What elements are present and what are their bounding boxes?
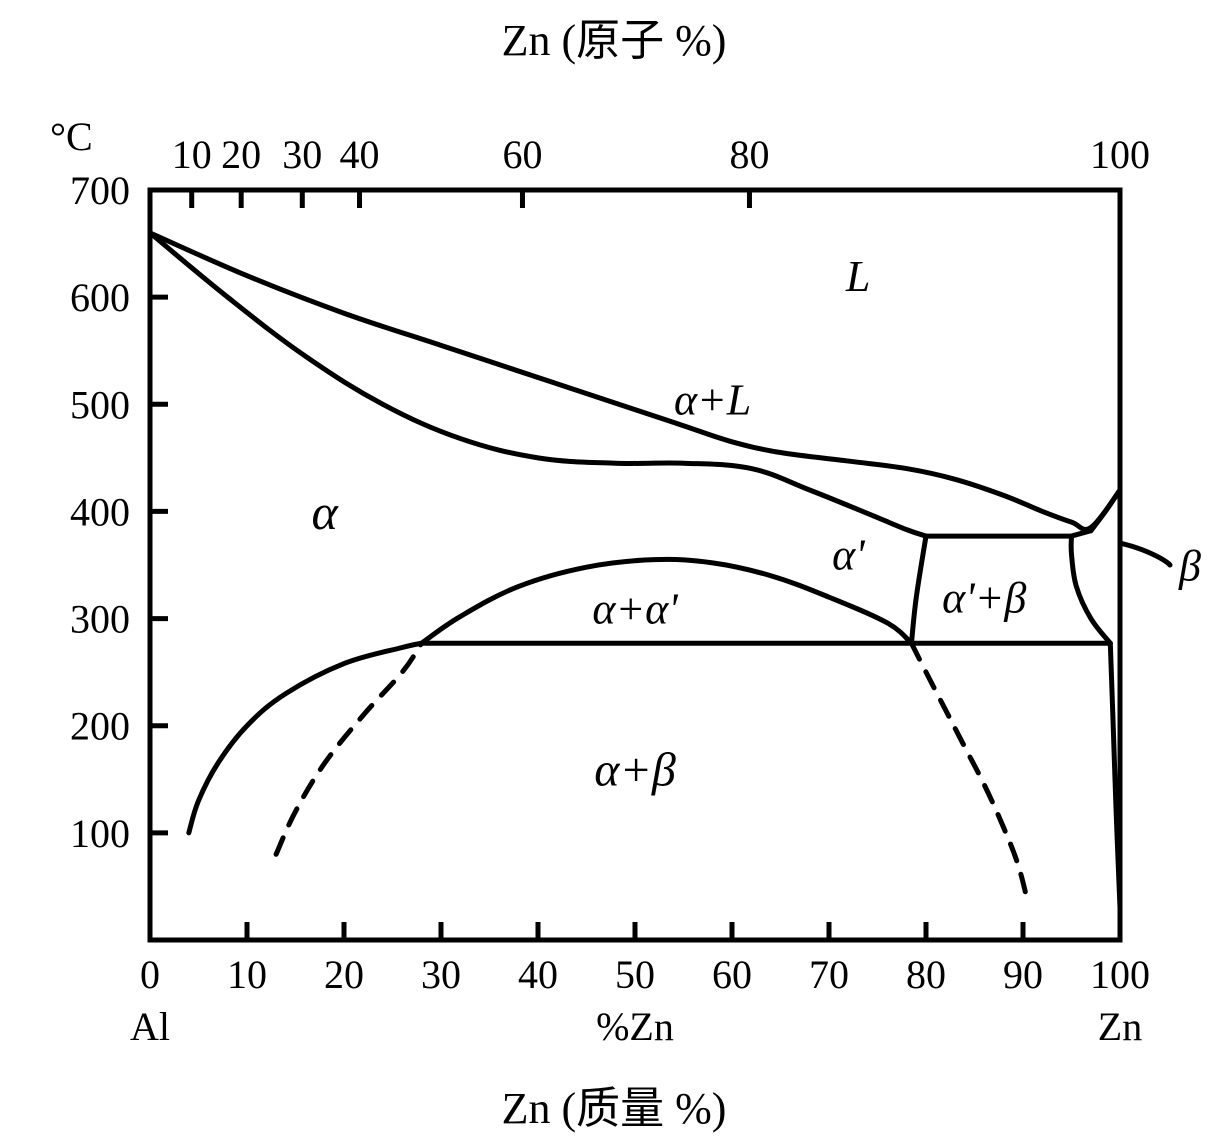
y-unit-label: °C [50,114,93,159]
x-bottom-tick-label: 90 [1003,952,1043,997]
x-bottom-tick-label: 50 [615,952,655,997]
plot-frame [150,190,1120,940]
y-tick-label: 100 [70,811,130,856]
x-top-tick-label: 40 [340,132,380,177]
liquidus [150,233,1120,530]
x-bottom-tick-label: 80 [906,952,946,997]
phase-label-2: α [311,484,339,540]
phase-label-1: α+L [674,375,751,424]
phase-diagram-svg: 100200300400500600700°C01020304050607080… [0,0,1228,1148]
solidus [150,233,926,536]
y-tick-label: 700 [70,168,130,213]
x-bottom-tick-label: 30 [421,952,461,997]
x-bottom-tick-label: 60 [712,952,752,997]
x-bottom-tick-label: 10 [227,952,267,997]
y-tick-label: 200 [70,704,130,749]
phase-diagram-container: 100200300400500600700°C01020304050607080… [0,0,1228,1148]
alpha-solvus [189,643,422,833]
x-top-tick-label: 30 [282,132,322,177]
beta-leader-line [1122,544,1170,565]
phase-label-6: α+β [594,743,676,796]
zn-liquidus-right [1091,490,1120,531]
eutectic-line [926,531,1091,536]
metastable-dashed-right [911,643,1027,902]
x-top-tick-label: 80 [729,132,769,177]
x-bottom-tick-label: 20 [324,952,364,997]
phase-label-0: L [845,252,870,301]
top-title: Zn (原子 %) [502,16,727,65]
beta-solvus-left [1071,536,1110,643]
x-bottom-tick-label: 0 [140,952,160,997]
x-top-tick-label: 20 [221,132,261,177]
x-top-tick-label: 100 [1090,132,1150,177]
bottom-center-label: %Zn [596,1004,674,1049]
metastable-dashed-left [276,643,422,854]
phase-label-3: α' [832,531,866,580]
x-bottom-tick-label: 100 [1090,952,1150,997]
phase-label-5: α'+β [942,574,1026,623]
phase-label-7: β [1178,541,1201,590]
y-tick-label: 600 [70,275,130,320]
x-top-tick-label: 10 [172,132,212,177]
y-tick-label: 500 [70,382,130,427]
bottom-title: Zn (质量 %) [502,1084,727,1133]
bottom-left-label: Al [130,1004,170,1049]
bottom-right-label: Zn [1098,1004,1142,1049]
x-top-tick-label: 60 [502,132,542,177]
y-tick-label: 400 [70,489,130,534]
x-bottom-tick-label: 70 [809,952,849,997]
phase-label-4: α+α' [592,584,679,633]
x-bottom-tick-label: 40 [518,952,558,997]
alpha-prime-right [911,536,926,643]
y-tick-label: 300 [70,597,130,642]
